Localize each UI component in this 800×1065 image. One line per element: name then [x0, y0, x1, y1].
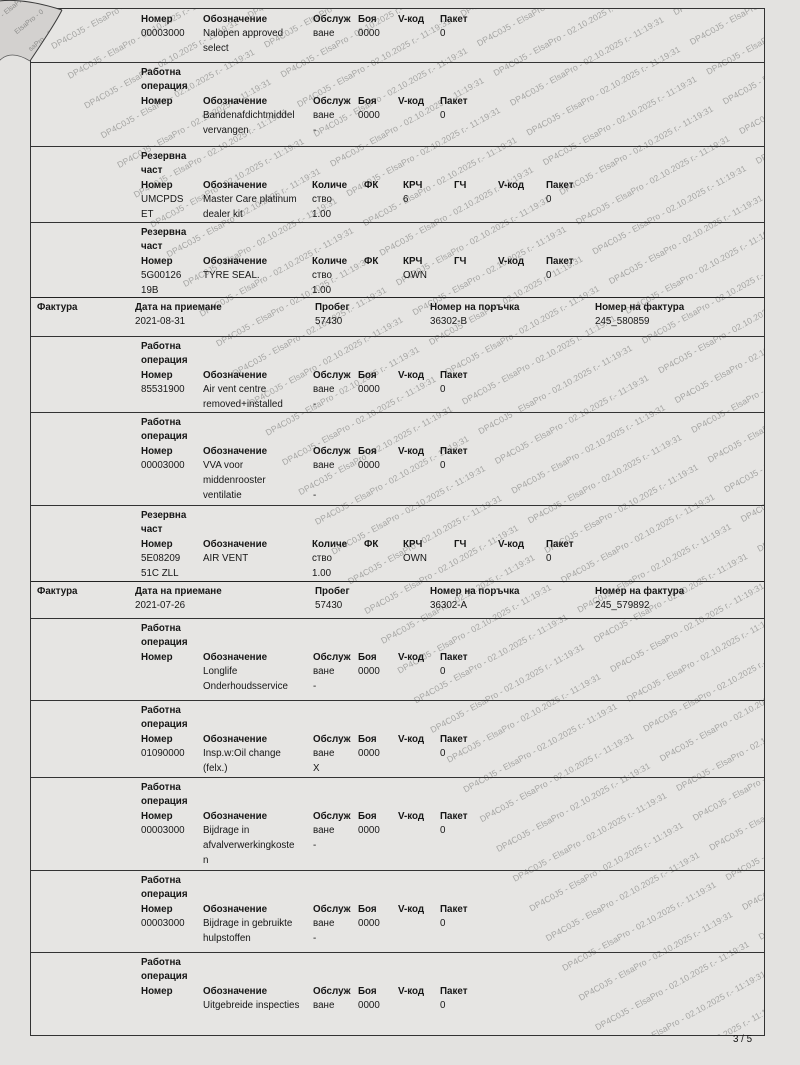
svg-text:- 0J -: - 0J -	[33, 61, 50, 77]
